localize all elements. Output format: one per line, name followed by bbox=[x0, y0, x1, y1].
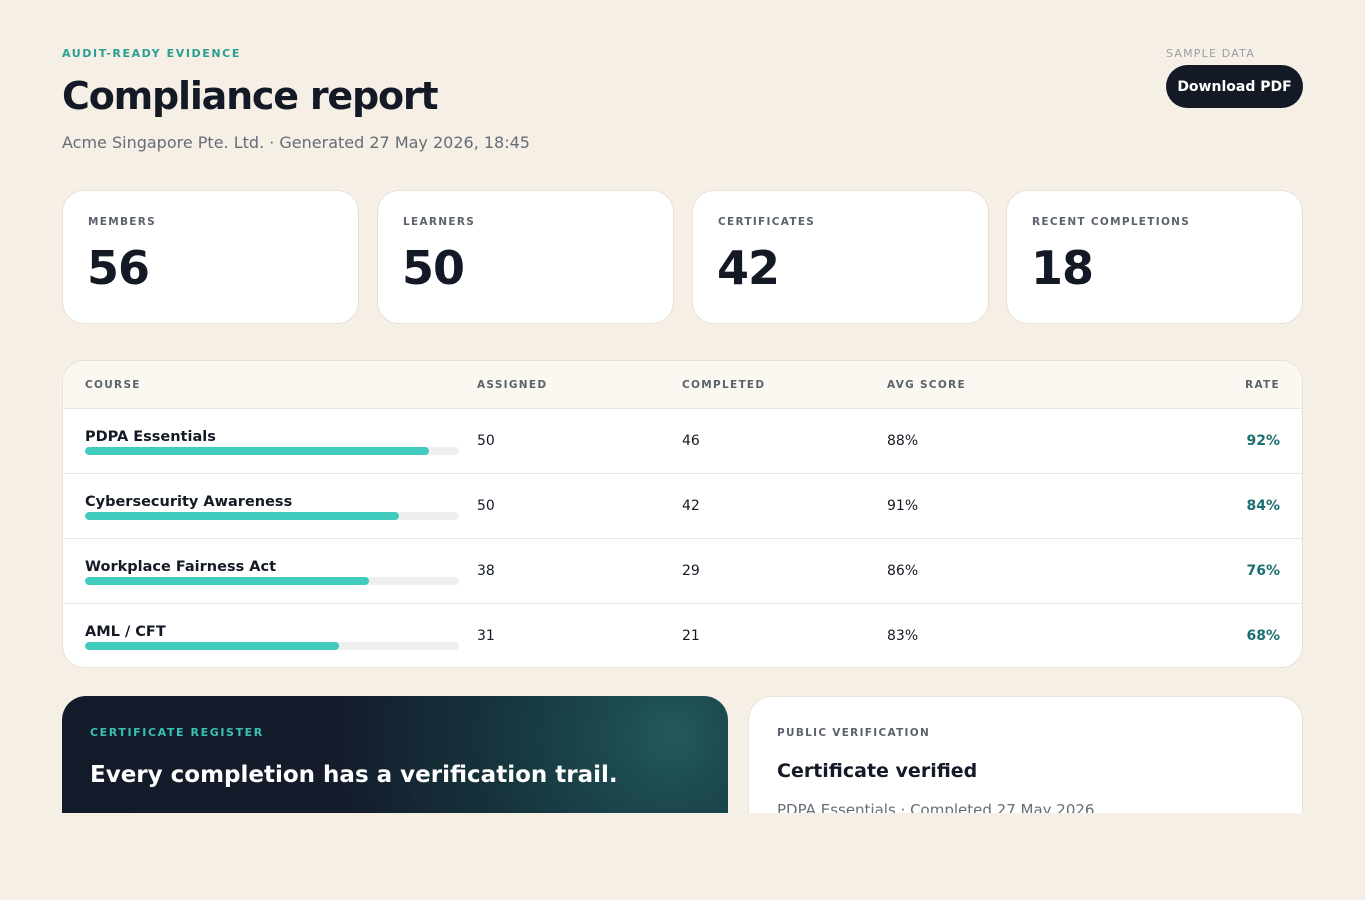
column-header-avg-score: AVG SCORE bbox=[887, 379, 966, 391]
course-table: COURSE ASSIGNED COMPLETED AVG SCORE RATE… bbox=[62, 360, 1303, 668]
course-name: Workplace Fairness Act bbox=[85, 559, 277, 575]
public-verification-panel: PUBLIC VERIFICATION Certificate verified… bbox=[748, 696, 1303, 813]
stats-row: MEMBERS 56 LEARNERS 50 CERTIFICATES 42 R… bbox=[62, 190, 1303, 324]
completion-rate: 68% bbox=[1246, 628, 1280, 644]
page-subtitle: Acme Singapore Pte. Ltd. · Generated 27 … bbox=[62, 133, 530, 152]
page-title: Compliance report bbox=[62, 74, 439, 118]
progress-fill bbox=[85, 642, 340, 650]
stat-value: 42 bbox=[717, 241, 780, 295]
course-name: AML / CFT bbox=[85, 624, 166, 640]
progress-fill bbox=[85, 577, 370, 585]
table-row: PDPA Essentials 50 46 88% 92% bbox=[63, 409, 1302, 474]
table-row: Workplace Fairness Act 38 29 86% 76% bbox=[63, 539, 1302, 604]
assigned-count: 50 bbox=[477, 498, 495, 514]
stat-label: CERTIFICATES bbox=[718, 216, 816, 228]
avg-score: 88% bbox=[887, 433, 919, 449]
stat-card-certificates: CERTIFICATES 42 bbox=[692, 190, 989, 324]
avg-score: 86% bbox=[887, 563, 919, 579]
column-header-rate: RATE bbox=[1245, 379, 1280, 391]
stat-label: MEMBERS bbox=[88, 216, 156, 228]
completion-rate: 92% bbox=[1246, 433, 1280, 449]
page-viewport: AUDIT-READY EVIDENCE Compliance report A… bbox=[62, 47, 1303, 813]
stat-card-learners: LEARNERS 50 bbox=[377, 190, 674, 324]
avg-score: 91% bbox=[887, 498, 919, 514]
completion-rate: 76% bbox=[1246, 563, 1280, 579]
stat-card-members: MEMBERS 56 bbox=[62, 190, 359, 324]
column-header-assigned: ASSIGNED bbox=[477, 379, 548, 391]
certificate-register-panel: CERTIFICATE REGISTER Every completion ha… bbox=[62, 696, 728, 813]
verification-detail: PDPA Essentials · Completed 27 May 2026 bbox=[777, 801, 1095, 813]
course-name: Cybersecurity Awareness bbox=[85, 494, 293, 510]
stat-value: 50 bbox=[402, 241, 465, 295]
table-header: COURSE ASSIGNED COMPLETED AVG SCORE RATE bbox=[63, 361, 1302, 409]
download-pdf-button[interactable]: Download PDF bbox=[1166, 65, 1303, 108]
register-eyebrow: CERTIFICATE REGISTER bbox=[90, 726, 264, 739]
course-name: PDPA Essentials bbox=[85, 429, 216, 445]
completion-progress-bar bbox=[85, 577, 459, 585]
verification-eyebrow: PUBLIC VERIFICATION bbox=[777, 727, 931, 739]
completion-progress-bar bbox=[85, 642, 459, 650]
stat-label: LEARNERS bbox=[403, 216, 476, 228]
stat-card-recent-completions: RECENT COMPLETIONS 18 bbox=[1006, 190, 1303, 324]
progress-fill bbox=[85, 447, 430, 455]
register-title: Every completion has a verification trai… bbox=[90, 762, 618, 788]
completed-count: 46 bbox=[682, 433, 700, 449]
assigned-count: 50 bbox=[477, 433, 495, 449]
sample-data-label: SAMPLE DATA bbox=[1166, 47, 1255, 60]
completion-progress-bar bbox=[85, 512, 459, 520]
progress-fill bbox=[85, 512, 400, 520]
verification-title: Certificate verified bbox=[777, 760, 978, 782]
page-eyebrow: AUDIT-READY EVIDENCE bbox=[62, 47, 241, 60]
stat-value: 56 bbox=[87, 241, 150, 295]
completed-count: 21 bbox=[682, 628, 700, 644]
completed-count: 29 bbox=[682, 563, 700, 579]
column-header-course: COURSE bbox=[85, 379, 141, 391]
table-row: AML / CFT 31 21 83% 68% bbox=[63, 604, 1302, 667]
assigned-count: 31 bbox=[477, 628, 495, 644]
table-row: Cybersecurity Awareness 50 42 91% 84% bbox=[63, 474, 1302, 539]
column-header-completed: COMPLETED bbox=[682, 379, 766, 391]
completed-count: 42 bbox=[682, 498, 700, 514]
completion-progress-bar bbox=[85, 447, 459, 455]
stat-value: 18 bbox=[1031, 241, 1094, 295]
completion-rate: 84% bbox=[1246, 498, 1280, 514]
stat-label: RECENT COMPLETIONS bbox=[1032, 216, 1191, 228]
assigned-count: 38 bbox=[477, 563, 495, 579]
avg-score: 83% bbox=[887, 628, 919, 644]
